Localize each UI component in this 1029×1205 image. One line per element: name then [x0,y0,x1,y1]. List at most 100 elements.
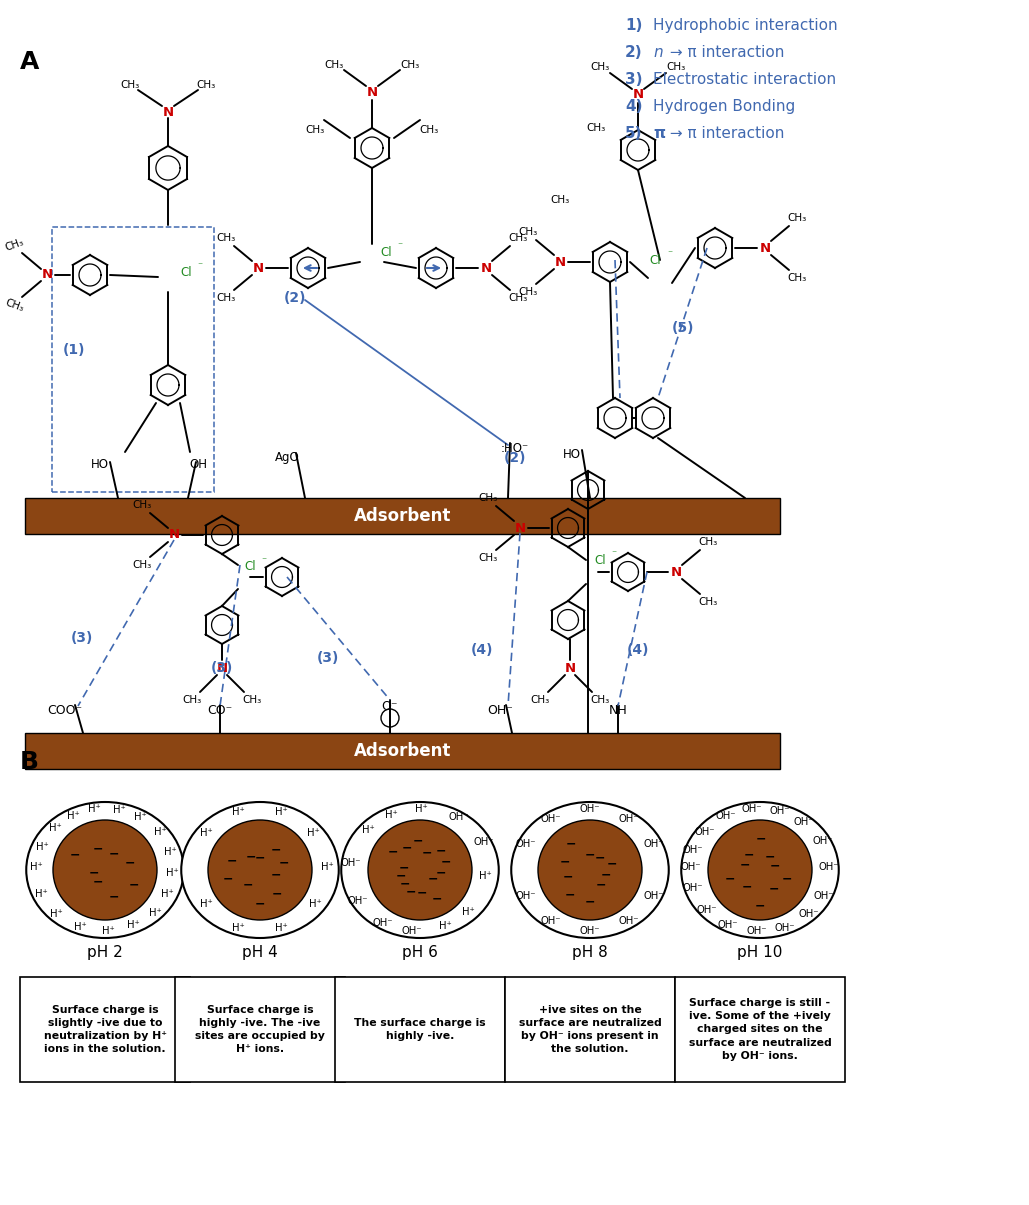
Ellipse shape [708,819,812,919]
Text: −: − [595,851,605,864]
Text: CH₃: CH₃ [243,695,261,705]
Text: H⁺: H⁺ [165,847,177,857]
Ellipse shape [511,803,669,937]
Text: CH₃: CH₃ [667,61,685,72]
Text: N: N [252,261,263,275]
Text: CH₃: CH₃ [400,60,420,70]
Text: H⁺: H⁺ [74,922,86,931]
Text: −: − [601,869,611,882]
Text: OH⁻: OH⁻ [516,840,536,850]
Text: OH⁻: OH⁻ [794,817,814,828]
Text: −: − [246,851,256,864]
Text: −: − [563,870,573,883]
Text: H⁺: H⁺ [48,823,62,834]
Text: Adsorbent: Adsorbent [354,507,451,525]
Text: CH₃: CH₃ [587,123,606,133]
Text: OH⁻: OH⁻ [540,916,561,925]
Ellipse shape [208,819,312,919]
Text: −: − [766,850,776,863]
Ellipse shape [681,803,839,937]
Text: OH⁻: OH⁻ [682,883,703,893]
Text: CO⁻: CO⁻ [208,704,233,717]
Text: CH₃: CH₃ [551,195,570,205]
Text: −: − [88,866,99,880]
Text: 5): 5) [625,127,642,141]
Text: −: − [227,854,238,868]
Text: CH₃: CH₃ [120,80,140,90]
Bar [25,498,780,534]
Text: H⁺: H⁺ [201,899,213,909]
Text: −: − [606,857,617,870]
Text: (4): (4) [627,643,649,657]
Text: −: − [125,857,135,869]
Text: CH₃: CH₃ [133,560,151,570]
Text: (3): (3) [317,651,340,665]
Text: 1): 1) [625,18,642,33]
Text: (3): (3) [71,631,94,645]
Bar [675,977,845,1082]
Text: −: − [584,848,596,862]
Text: OH⁻: OH⁻ [682,846,703,856]
Text: H⁺: H⁺ [233,923,245,933]
Text: H⁺: H⁺ [362,825,376,835]
Text: OH⁻: OH⁻ [741,804,761,813]
Text: H⁺: H⁺ [233,807,245,817]
Ellipse shape [27,803,184,937]
Text: CH₃: CH₃ [699,596,717,607]
Text: −: − [399,862,410,875]
Text: OH⁻: OH⁻ [618,916,639,925]
Text: H⁺: H⁺ [35,889,47,899]
Text: −: − [388,846,398,859]
Text: H⁺: H⁺ [167,868,179,878]
Text: −: − [422,846,432,859]
Text: N: N [169,529,180,541]
Text: H⁺: H⁺ [30,862,42,872]
Text: :HO⁻: :HO⁻ [501,441,529,454]
Text: −: − [271,844,281,856]
Text: pH 4: pH 4 [242,945,278,959]
Text: CH₃: CH₃ [478,493,498,502]
Text: 2): 2) [625,45,643,60]
Text: OH⁻: OH⁻ [695,827,715,837]
Text: OH⁻: OH⁻ [775,923,795,933]
Text: CH₃: CH₃ [519,287,537,296]
Text: CH₃: CH₃ [787,274,807,283]
Text: +ive sites on the
surface are neutralized
by OH⁻ ions present in
the solution.: +ive sites on the surface are neutralize… [519,1005,662,1054]
Text: −: − [436,845,447,858]
Text: OH⁻: OH⁻ [644,840,665,850]
Text: CH₃: CH₃ [182,695,202,705]
Text: −: − [129,878,139,892]
Text: Cl: Cl [244,560,256,574]
Text: pH 10: pH 10 [738,945,783,959]
Text: (2): (2) [284,290,307,305]
Text: CH₃: CH₃ [478,553,498,563]
Text: AgO: AgO [275,452,299,464]
Ellipse shape [538,819,642,919]
Text: (2): (2) [504,451,526,465]
Text: CH₃: CH₃ [699,537,717,547]
Text: OH⁻: OH⁻ [799,909,819,919]
Text: H⁺: H⁺ [307,828,320,839]
Text: H⁺: H⁺ [148,907,162,918]
Text: −: − [744,848,754,862]
Text: CH₃: CH₃ [216,293,236,302]
Text: CH₃: CH₃ [787,213,807,223]
Text: Cl: Cl [380,246,392,259]
Text: −: − [223,872,234,886]
Text: (5): (5) [672,321,695,335]
Bar [25,733,780,769]
Text: Hydrogen Bonding: Hydrogen Bonding [653,99,795,114]
Text: N: N [163,106,174,118]
Text: −: − [401,841,412,854]
Text: COO⁻: COO⁻ [47,704,82,717]
Text: ⁻: ⁻ [611,549,616,559]
Text: −: − [440,856,451,869]
Text: NH: NH [608,704,628,717]
Text: Surface charge is
slightly -ive due to
neutralization by H⁺
ions in the solution: Surface charge is slightly -ive due to n… [43,1005,167,1054]
Text: CH₃: CH₃ [508,293,528,302]
Bar [20,977,190,1082]
Text: Surface charge is
highly -ive. The -ive
sites are occupied by
H⁺ ions.: Surface charge is highly -ive. The -ive … [196,1005,325,1054]
Text: CH₃: CH₃ [3,296,25,313]
Text: B: B [20,750,39,774]
Text: Hydrophobic interaction: Hydrophobic interaction [653,18,838,33]
